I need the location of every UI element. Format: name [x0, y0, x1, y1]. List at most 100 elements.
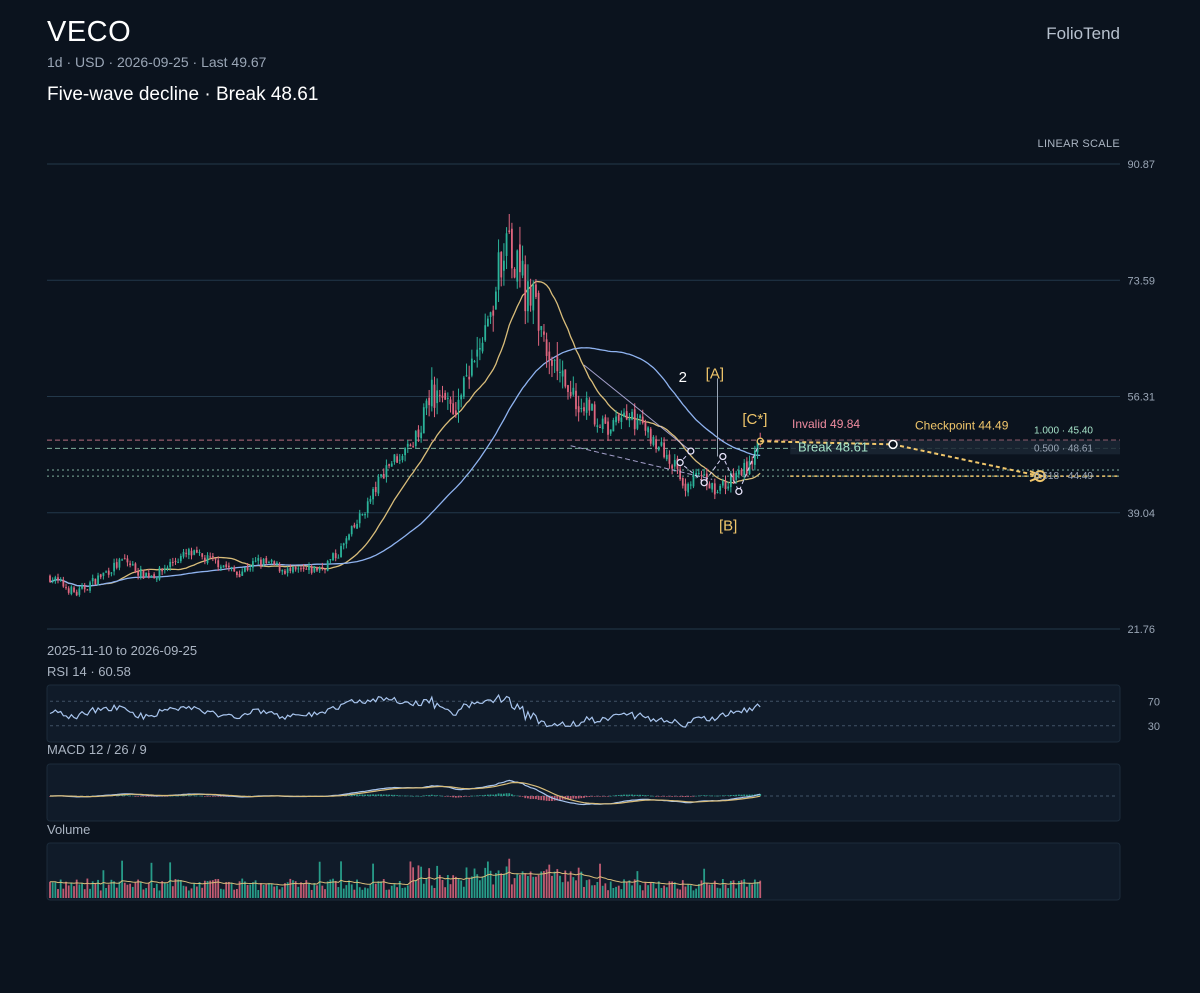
volume-bar	[625, 881, 628, 898]
volume-bar	[340, 861, 342, 898]
macd-hist-bar	[625, 794, 628, 796]
volume-bar	[131, 886, 134, 898]
volume-bar	[543, 871, 545, 898]
volume-bar	[174, 879, 177, 898]
candle-body	[230, 567, 233, 569]
macd-hist-bar	[601, 796, 604, 797]
candle-body	[580, 408, 583, 410]
wave-point	[687, 447, 695, 455]
macd-hist-bar	[689, 796, 692, 797]
candle-body	[70, 586, 73, 595]
volume-average-line	[49, 871, 761, 886]
volume-bar	[276, 885, 278, 898]
volume-bar	[444, 887, 447, 898]
macd-hist-bar	[449, 796, 452, 797]
volume-bar	[673, 882, 676, 898]
macd-hist-bar	[185, 795, 188, 797]
macd-hist-bar	[537, 796, 540, 800]
macd-hist-bar	[505, 793, 508, 796]
candle-body	[219, 566, 222, 569]
candle-body	[535, 284, 537, 297]
candle-body	[260, 559, 262, 566]
candle-body	[628, 418, 631, 421]
volume-bar	[310, 889, 313, 898]
macd-hist-bar	[599, 796, 601, 797]
candle-body	[78, 588, 81, 595]
macd-hist-bar	[433, 795, 436, 796]
volume-bar	[153, 887, 156, 898]
candle-body	[369, 498, 372, 502]
candle-body	[356, 523, 358, 529]
macd-hist-bar	[201, 795, 204, 797]
volume-bar	[503, 873, 505, 898]
volume-bar	[238, 881, 241, 898]
candle-body	[735, 472, 738, 480]
macd-hist-bar	[532, 796, 535, 799]
macd-hist-bar	[673, 796, 676, 797]
price-grid	[47, 163, 1120, 630]
candle-body	[647, 427, 649, 433]
candle-body	[67, 588, 70, 593]
volume-bar	[254, 880, 257, 898]
volume-bar	[57, 889, 59, 898]
date-range: 2025-11-10 to 2026-09-25	[47, 643, 198, 658]
candle-body	[131, 564, 134, 566]
candle-body	[417, 429, 420, 438]
candle-body	[700, 474, 703, 476]
macd-hist-bar	[134, 796, 137, 797]
candle-body	[305, 568, 308, 570]
volume-bar	[668, 881, 671, 898]
volume-bar	[617, 885, 620, 898]
candle-body	[660, 442, 663, 446]
volume-bar	[326, 881, 329, 898]
candle-body	[179, 555, 182, 562]
volume-bar	[297, 886, 300, 898]
volume-bar	[377, 881, 380, 898]
macd-hist-bar	[743, 794, 746, 796]
macd-hist-bar	[425, 795, 428, 796]
volume-label: Volume	[47, 822, 91, 837]
volume-bar	[729, 880, 732, 898]
candle-body	[113, 562, 115, 572]
candle-body	[227, 565, 230, 568]
candle-body	[513, 268, 516, 278]
candle-body	[446, 397, 449, 399]
candle-body	[449, 399, 452, 404]
candle-body	[292, 566, 294, 573]
candle-body	[452, 403, 455, 415]
candle-body	[441, 395, 444, 398]
macd-hist-bar	[398, 795, 401, 797]
volume-bar	[532, 876, 535, 898]
candle-body	[671, 465, 674, 469]
volume-bar	[361, 889, 364, 898]
candle-body	[644, 421, 647, 431]
candle-body	[524, 264, 527, 312]
volume-bar	[623, 879, 625, 898]
macd-hist-bar	[548, 796, 551, 802]
y-tick-label: 21.76	[1127, 624, 1155, 636]
candle-body	[567, 385, 569, 393]
volume-bar	[398, 881, 401, 898]
volume-bar	[390, 885, 393, 898]
candle-body	[385, 465, 388, 477]
candle-body	[286, 568, 289, 573]
candle-body	[73, 587, 75, 592]
macd-hist-bar	[681, 796, 684, 797]
macd-hist-bar	[751, 794, 754, 796]
candle-body	[284, 570, 286, 574]
volume-bar	[446, 875, 449, 898]
candle-body	[454, 410, 457, 415]
candle-body	[412, 446, 415, 448]
volume-bar	[414, 880, 417, 898]
volume-bar	[91, 881, 94, 898]
candle-body	[91, 578, 94, 582]
candle-body	[721, 481, 724, 486]
candle-body	[438, 394, 441, 396]
candle-body	[601, 418, 604, 430]
candle-body	[83, 585, 86, 590]
volume-bar	[70, 882, 73, 898]
candle-body	[620, 417, 623, 422]
macd-hist-bar	[364, 794, 366, 796]
macd-hist-bar	[657, 796, 660, 797]
candle-body	[217, 560, 220, 568]
